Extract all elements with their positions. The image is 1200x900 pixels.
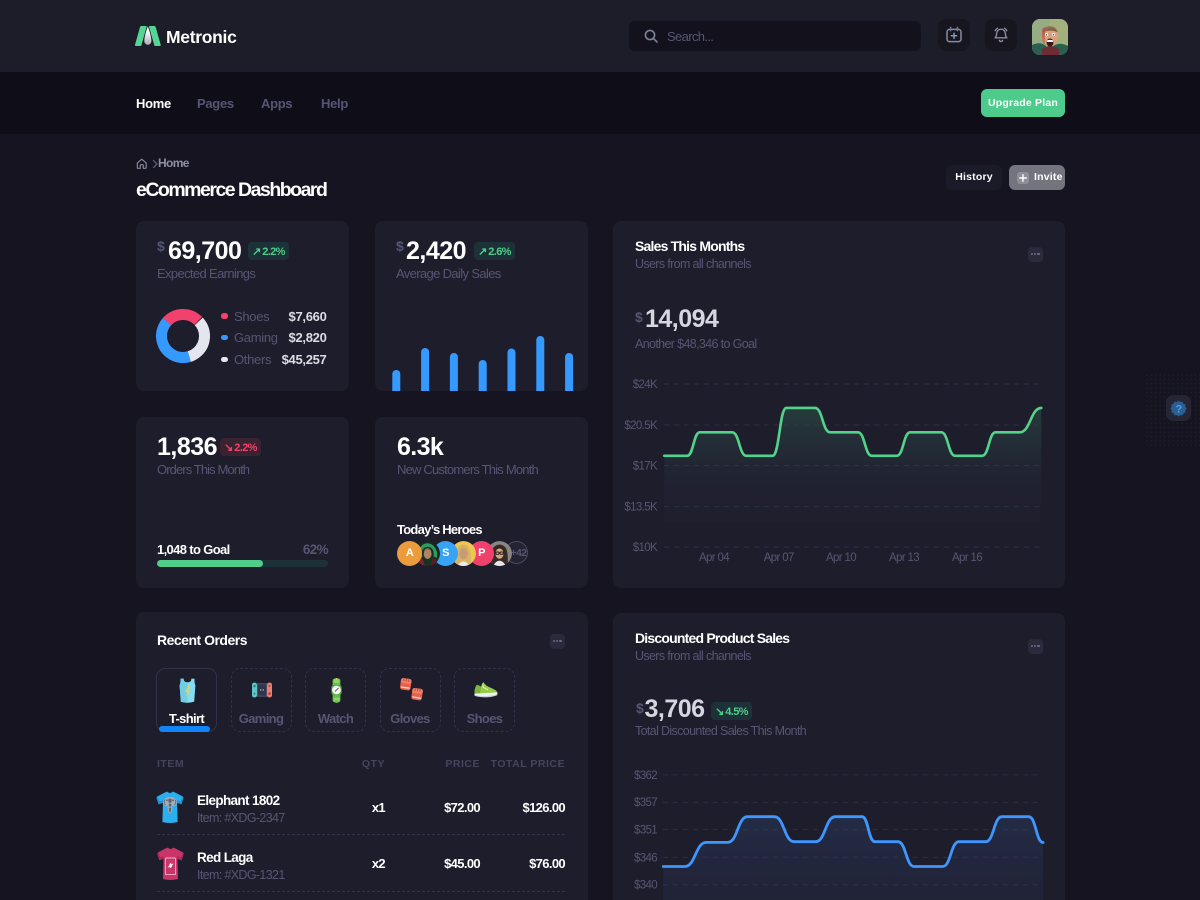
svg-text:$351: $351 bbox=[634, 824, 657, 836]
svg-text:Apr 13: Apr 13 bbox=[889, 552, 919, 564]
svg-text:$17K: $17K bbox=[633, 461, 658, 473]
svg-text:Apr 16: Apr 16 bbox=[952, 552, 982, 564]
svg-text:$357: $357 bbox=[634, 797, 657, 809]
svg-text:Apr 07: Apr 07 bbox=[764, 552, 794, 564]
svg-text:?: ? bbox=[1175, 403, 1182, 415]
svg-text:$346: $346 bbox=[634, 852, 657, 864]
svg-text:Apr 10: Apr 10 bbox=[826, 552, 856, 564]
svg-text:$10K: $10K bbox=[633, 542, 658, 554]
svg-text:$340: $340 bbox=[634, 879, 657, 891]
svg-text:$20.5K: $20.5K bbox=[624, 420, 658, 432]
svg-text:$24K: $24K bbox=[633, 379, 658, 391]
svg-text:$13.5K: $13.5K bbox=[624, 502, 658, 514]
svg-text:$362: $362 bbox=[634, 769, 657, 781]
svg-text:Apr 04: Apr 04 bbox=[699, 552, 730, 564]
